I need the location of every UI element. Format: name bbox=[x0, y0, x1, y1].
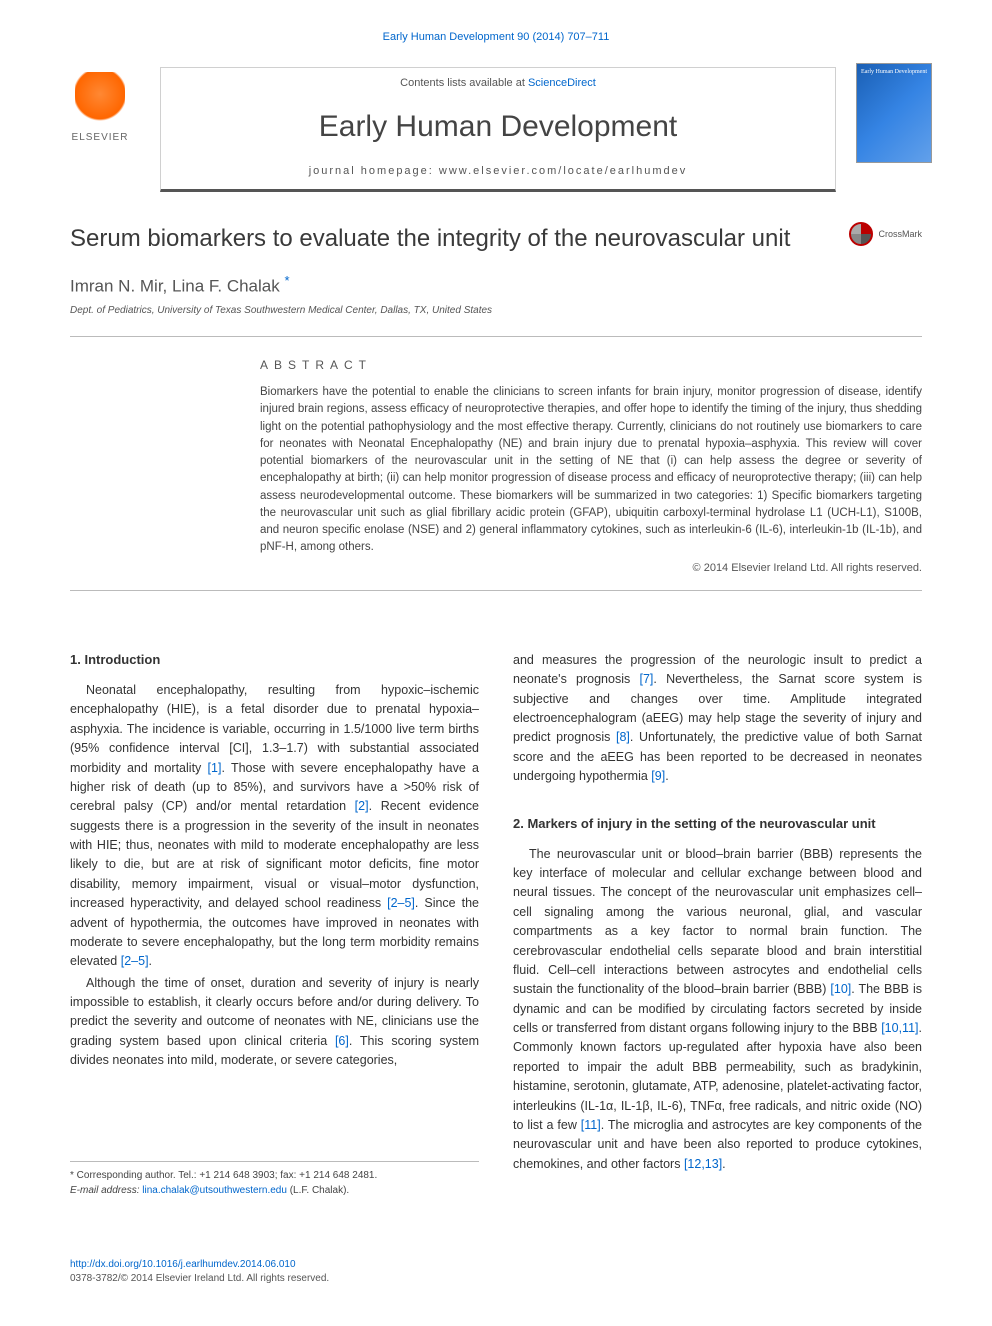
email-link[interactable]: lina.chalak@utsouthwestern.edu bbox=[142, 1185, 287, 1196]
journal-cover-thumbnail[interactable]: Early Human Development bbox=[856, 63, 932, 163]
crossmark-icon bbox=[849, 222, 873, 246]
masthead-center: Contents lists available at ScienceDirec… bbox=[160, 67, 836, 192]
citation-text[interactable]: Early Human Development 90 (2014) 707–71… bbox=[383, 31, 610, 43]
elsevier-tree-icon bbox=[75, 72, 125, 127]
sciencedirect-link[interactable]: ScienceDirect bbox=[528, 77, 596, 89]
title-row: Serum biomarkers to evaluate the integri… bbox=[70, 222, 922, 256]
crossmark-badge[interactable]: CrossMark bbox=[849, 222, 922, 246]
journal-title: Early Human Development bbox=[161, 106, 835, 148]
abstract-heading: ABSTRACT bbox=[260, 357, 922, 374]
column-left: 1. Introduction Neonatal encephalopathy,… bbox=[70, 651, 479, 1198]
contents-line: Contents lists available at ScienceDirec… bbox=[161, 76, 835, 91]
article-title: Serum biomarkers to evaluate the integri… bbox=[70, 222, 849, 256]
section-1-para-1: Neonatal encephalopathy, resulting from … bbox=[70, 681, 479, 972]
crossmark-label: CrossMark bbox=[878, 228, 922, 241]
doi-link[interactable]: http://dx.doi.org/10.1016/j.earlhumdev.2… bbox=[70, 1258, 922, 1272]
email-line: E-mail address: lina.chalak@utsouthweste… bbox=[70, 1183, 479, 1198]
article-content: Serum biomarkers to evaluate the integri… bbox=[0, 192, 992, 1325]
s1p1-text: Neonatal encephalopathy, resulting from … bbox=[70, 683, 479, 968]
s2p1-text: The neurovascular unit or blood–brain ba… bbox=[513, 847, 922, 1171]
journal-homepage[interactable]: journal homepage: www.elsevier.com/locat… bbox=[161, 164, 835, 179]
section-2-heading: 2. Markers of injury in the setting of t… bbox=[513, 815, 922, 833]
authors: Imran N. Mir, Lina F. Chalak * bbox=[70, 272, 922, 298]
email-label: E-mail address: bbox=[70, 1185, 142, 1196]
abstract-text: Biomarkers have the potential to enable … bbox=[260, 384, 922, 557]
issn-line: 0378-3782/© 2014 Elsevier Ireland Ltd. A… bbox=[70, 1272, 922, 1286]
abstract-copyright: © 2014 Elsevier Ireland Ltd. All rights … bbox=[260, 561, 922, 576]
corr-line: * Corresponding author. Tel.: +1 214 648… bbox=[70, 1168, 479, 1183]
col2-continuation: and measures the progression of the neur… bbox=[513, 651, 922, 787]
affiliation: Dept. of Pediatrics, University of Texas… bbox=[70, 304, 922, 318]
s1p2-text: Although the time of onset, duration and… bbox=[70, 976, 479, 1068]
section-2-para-1: The neurovascular unit or blood–brain ba… bbox=[513, 845, 922, 1174]
body-columns: 1. Introduction Neonatal encephalopathy,… bbox=[70, 651, 922, 1198]
author-names: Imran N. Mir, Lina F. Chalak bbox=[70, 276, 280, 295]
citation-header: Early Human Development 90 (2014) 707–71… bbox=[0, 0, 992, 63]
abstract: ABSTRACT Biomarkers have the potential t… bbox=[70, 337, 922, 591]
corresponding-star-icon: * bbox=[284, 273, 289, 288]
cover-title: Early Human Development bbox=[861, 68, 927, 76]
column-right: and measures the progression of the neur… bbox=[513, 651, 922, 1198]
section-1-para-2: Although the time of onset, duration and… bbox=[70, 974, 479, 1071]
section-1-heading: 1. Introduction bbox=[70, 651, 479, 669]
masthead: ELSEVIER Contents lists available at Sci… bbox=[0, 63, 992, 192]
col2p1-text: and measures the progression of the neur… bbox=[513, 653, 922, 783]
contents-prefix: Contents lists available at bbox=[400, 77, 528, 89]
email-suffix: (L.F. Chalak). bbox=[287, 1185, 349, 1196]
elsevier-label: ELSEVIER bbox=[72, 131, 129, 145]
corresponding-footnote: * Corresponding author. Tel.: +1 214 648… bbox=[70, 1161, 479, 1198]
elsevier-logo[interactable]: ELSEVIER bbox=[60, 63, 140, 153]
